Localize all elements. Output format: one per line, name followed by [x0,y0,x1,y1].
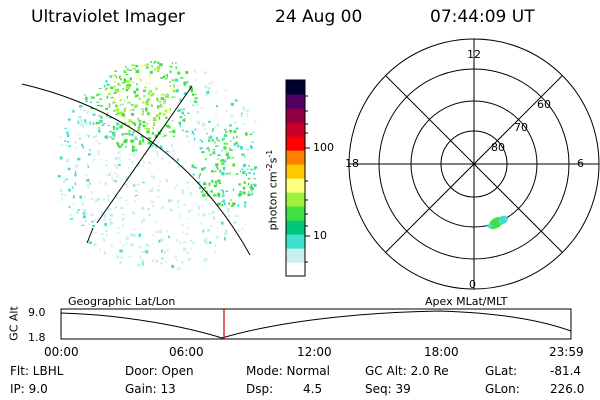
timeline-y-max: 9.0 [28,306,46,319]
observation-date: 24 Aug 00 [275,7,363,27]
x-tick-0600: 06:00 [169,345,204,359]
colorbar-segment [286,206,305,221]
mlt-label-12: 12 [467,48,481,61]
colorbar-segment [286,164,305,179]
seq-value: Seq: 39 [365,382,411,396]
colorbar-segment [286,178,305,193]
colorbar-segment [286,262,305,277]
auroral-emission-image [57,61,258,271]
mlat-label-80: 80 [491,141,505,154]
colorbar-segment [286,234,305,249]
dsp-value: 4.5 [303,382,323,396]
colorbar-minor-ticks [305,95,308,263]
colorbar-segment [286,136,305,151]
mode-value: Mode: Normal [246,364,330,378]
x-tick-2359: 23:59 [549,345,584,359]
colorbar-segment [286,248,305,263]
colorbar-segment [286,192,305,207]
colorbar-segment [286,108,305,123]
geographic-label: Geographic Lat/Lon [68,295,176,308]
timeline-frame [60,308,572,340]
colorbar-segment [286,122,305,137]
x-tick-0000: 00:00 [44,345,79,359]
ip-value: IP: 9.0 [10,382,48,396]
apex-label: Apex MLat/MLT [425,295,508,308]
x-tick-1200: 12:00 [297,345,332,359]
colorbar-segment [286,80,305,95]
mlt-label-0: 0 [469,278,476,291]
gain-value: Gain: 13 [125,382,176,396]
filter-value: Flt: LBHL [10,364,64,378]
mlat-label-60: 60 [537,98,551,111]
instrument-title: Ultraviolet Imager [31,7,185,27]
door-value: Door: Open [125,364,194,378]
glat-value: -81.4 [550,364,582,378]
colorbar-segment [286,94,305,109]
mlt-label-6: 6 [577,157,584,170]
x-tick-1800: 18:00 [424,345,459,359]
observation-time: 07:44:09 UT [430,7,535,27]
mlat-label-70: 70 [514,121,528,134]
glat-label: GLat: [485,364,518,378]
colorbar-segment [286,220,305,235]
colorbar-gradient [286,80,305,277]
polar-diagonal-2 [385,75,563,253]
colorbar-segment [286,150,305,165]
gc-alt-value: GC Alt: 2.0 Re [365,364,449,378]
glon-label: GLon: [485,382,520,396]
altitude-curve [60,310,572,339]
latitude-arc-line [21,83,251,256]
colorbar-label-100: 100 [313,141,334,154]
glon-value: 226.0 [550,382,585,396]
colorbar-frame [285,79,306,277]
longitude-line-ext [86,227,94,244]
timeline-y-min: 1.8 [28,331,46,344]
longitude-line [96,85,193,224]
dsp-label: Dsp: [246,382,274,396]
mlt-label-18: 18 [345,157,359,170]
polar-emission-patch [487,215,508,230]
colorbar-label-10: 10 [313,229,327,242]
